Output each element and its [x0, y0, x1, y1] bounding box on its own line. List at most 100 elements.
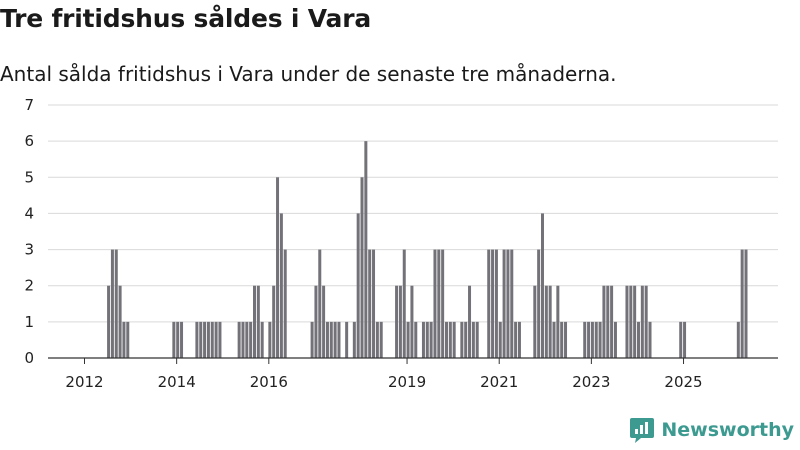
bar	[268, 321, 272, 358]
bar	[636, 321, 640, 358]
bar	[253, 285, 256, 358]
chart-subtitle: Antal sålda fritidshus i Vara under de s…	[0, 62, 617, 86]
bar	[325, 321, 329, 358]
gridlines	[48, 104, 778, 323]
bar	[506, 249, 510, 358]
bars	[107, 141, 748, 358]
chart-title: Tre fritidshus såldes i Vara	[0, 4, 372, 33]
bar	[180, 321, 184, 358]
bar	[218, 321, 222, 358]
bar	[606, 285, 610, 358]
y-tick-label-5: 5	[24, 168, 34, 186]
bar	[491, 249, 495, 358]
x-tick-label-2014: 2014	[158, 373, 196, 391]
bar	[468, 285, 472, 358]
bar	[498, 321, 502, 358]
x-tick-label-2019: 2019	[388, 373, 426, 391]
bar	[249, 321, 253, 358]
bar	[433, 249, 437, 358]
bar	[583, 321, 587, 358]
bar	[126, 321, 130, 358]
bar	[602, 285, 606, 358]
bar	[537, 249, 541, 358]
bar	[594, 321, 598, 358]
y-tick-label-1: 1	[24, 313, 34, 331]
bar	[425, 321, 429, 358]
bar	[260, 321, 264, 358]
bar	[107, 285, 111, 358]
bar	[118, 285, 122, 358]
bar	[533, 285, 537, 358]
bar	[195, 321, 199, 358]
bar	[460, 321, 464, 358]
bar	[210, 321, 214, 358]
bar	[395, 285, 399, 358]
bar	[337, 321, 341, 358]
bar	[402, 249, 406, 358]
bar	[494, 249, 498, 358]
bar	[625, 285, 629, 358]
bar	[279, 213, 283, 358]
y-tick-label-4: 4	[24, 204, 34, 222]
bar	[448, 321, 452, 358]
bar	[310, 321, 314, 358]
x-tick-label-2016: 2016	[250, 373, 288, 391]
bar	[245, 321, 249, 358]
y-axis-labels: 0 1 2 3 4 5 6 7	[24, 96, 34, 367]
bar	[633, 285, 637, 358]
bar	[552, 321, 556, 358]
bar	[548, 285, 552, 358]
bar	[444, 321, 448, 358]
x-tick-label-2021: 2021	[480, 373, 518, 391]
bar	[510, 249, 514, 358]
bar	[514, 321, 518, 358]
bar	[744, 249, 748, 358]
bar	[452, 321, 456, 358]
bar	[256, 285, 260, 358]
bar	[475, 321, 479, 358]
bar	[329, 321, 333, 358]
bar	[644, 285, 648, 358]
bar	[613, 321, 617, 358]
bar	[318, 249, 322, 358]
bar	[648, 321, 652, 358]
bar	[375, 321, 379, 358]
bar	[471, 321, 475, 358]
bar	[414, 321, 418, 358]
bar	[502, 249, 506, 358]
bar	[736, 321, 740, 358]
bar	[172, 321, 176, 358]
brand-logo: Newsworthy	[629, 416, 794, 444]
bar	[429, 321, 433, 358]
bar	[544, 285, 548, 358]
y-tick-label-7: 7	[24, 96, 34, 114]
bar	[441, 249, 445, 358]
bar	[437, 249, 441, 358]
bar	[176, 321, 180, 358]
x-tick-label-2012: 2012	[65, 373, 103, 391]
bar	[199, 321, 203, 358]
bar	[283, 249, 287, 358]
bar	[410, 285, 414, 358]
bar	[333, 321, 337, 358]
bar	[398, 285, 402, 358]
annotations: 3	[749, 0, 759, 4]
bar	[352, 321, 356, 358]
bar	[322, 285, 326, 358]
bar	[110, 249, 114, 358]
y-tick-label-0: 0	[24, 349, 34, 367]
bar	[356, 213, 360, 358]
bar	[368, 249, 372, 358]
bar	[464, 321, 468, 358]
bar	[345, 321, 349, 358]
bar	[683, 321, 687, 358]
bar	[276, 177, 280, 358]
bar	[640, 285, 644, 358]
bar	[556, 285, 560, 358]
bar	[406, 321, 410, 358]
x-axis-labels: 2012 2014 2016 2019 2021 2023 2025	[65, 358, 703, 391]
newsworthy-logo-icon	[630, 418, 655, 443]
brand-name: Newsworthy	[661, 419, 794, 441]
bar	[272, 285, 276, 358]
